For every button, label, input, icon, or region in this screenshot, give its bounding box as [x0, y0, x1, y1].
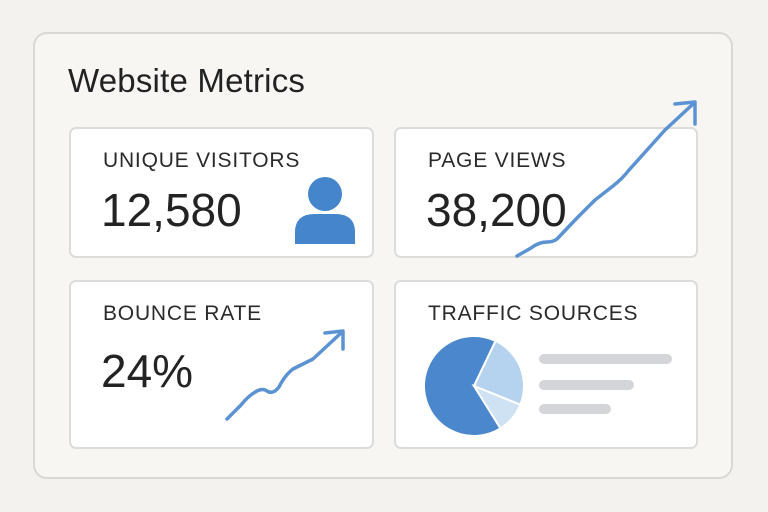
bounce-rate-label: BOUNCE RATE [103, 302, 262, 325]
dashboard-title: Website Metrics [68, 62, 306, 99]
trend-up-arrow-icon [515, 100, 697, 258]
page-views-value: 38,200 [426, 184, 567, 236]
unique-visitors-value: 12,580 [101, 184, 242, 236]
legend-placeholder-bar [539, 404, 611, 414]
legend-placeholder-bar [539, 354, 672, 364]
unique-visitors-label: UNIQUE VISITORS [103, 149, 301, 172]
user-icon [295, 177, 355, 244]
unique-visitors-card[interactable]: UNIQUE VISITORS 12,580 [69, 127, 374, 258]
bounce-rate-card[interactable]: BOUNCE RATE 24% [69, 280, 374, 449]
page-views-label: PAGE VIEWS [428, 149, 567, 172]
pie-slice [472, 339, 525, 407]
bounce-rate-value: 24% [101, 345, 194, 397]
traffic-sources-label: TRAFFIC SOURCES [428, 302, 639, 325]
pie-slice [471, 383, 522, 430]
trend-up-arrow-icon [225, 329, 345, 421]
traffic-sources-card[interactable]: TRAFFIC SOURCES [394, 280, 698, 449]
legend-placeholder-bar [539, 380, 634, 390]
pie-slice [423, 335, 502, 437]
pie-chart-icon [423, 335, 525, 437]
